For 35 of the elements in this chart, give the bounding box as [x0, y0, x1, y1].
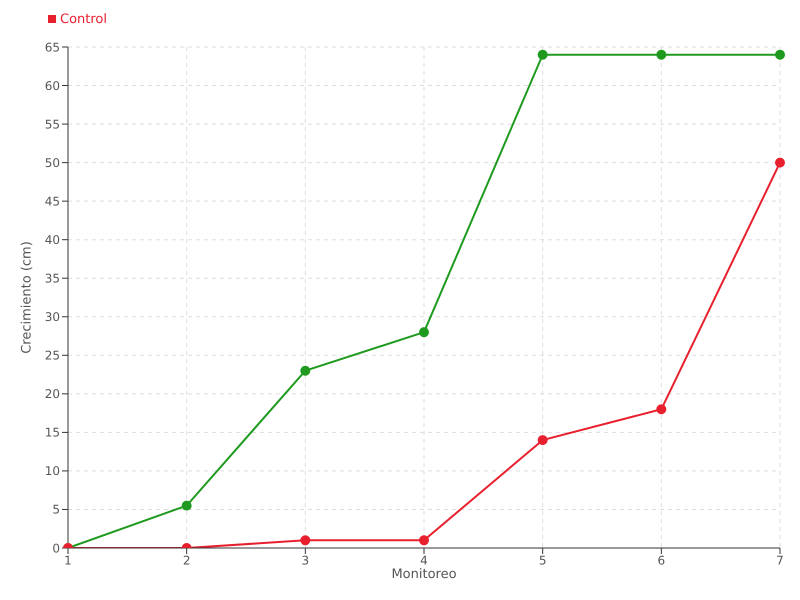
x-tick-label: 3 — [302, 554, 310, 568]
y-tick-label: 5 — [52, 502, 60, 517]
x-tick-label: 5 — [538, 554, 546, 568]
x-tick-label: 2 — [182, 554, 190, 568]
y-tick-label: 25 — [44, 348, 60, 363]
x-tick-label: 1 — [64, 554, 72, 568]
y-tick-label: 50 — [44, 156, 60, 170]
y-tick-label: 60 — [44, 78, 60, 93]
point — [300, 366, 310, 376]
legend-label: Control — [60, 12, 107, 27]
point — [538, 50, 548, 60]
y-tick-label: 45 — [44, 194, 60, 208]
point — [775, 50, 785, 60]
point — [538, 435, 548, 446]
y-tick-label: 35 — [44, 271, 60, 286]
point — [300, 535, 310, 546]
point — [656, 404, 666, 414]
y-tick-label: 20 — [44, 387, 60, 402]
y-tick-label: 30 — [44, 310, 60, 324]
point — [182, 500, 192, 511]
x-tick-label: 7 — [776, 554, 784, 568]
y-tick-label: 0 — [52, 541, 60, 556]
x-tick-label: 4 — [420, 554, 428, 568]
y-tick-label: 10 — [44, 464, 60, 478]
y-tick-label: 15 — [44, 426, 60, 440]
point — [419, 535, 429, 546]
y-tick-label: 65 — [44, 40, 60, 54]
y-tick-label: 55 — [44, 117, 60, 132]
x-tick-label: 6 — [658, 554, 666, 568]
point — [775, 158, 785, 168]
point — [656, 50, 666, 60]
y-tick-label: 40 — [44, 232, 60, 247]
point — [419, 327, 429, 338]
y-axis-title: Crecimiento (cm) — [20, 241, 35, 354]
x-axis-title: Monitoreo — [391, 567, 457, 582]
